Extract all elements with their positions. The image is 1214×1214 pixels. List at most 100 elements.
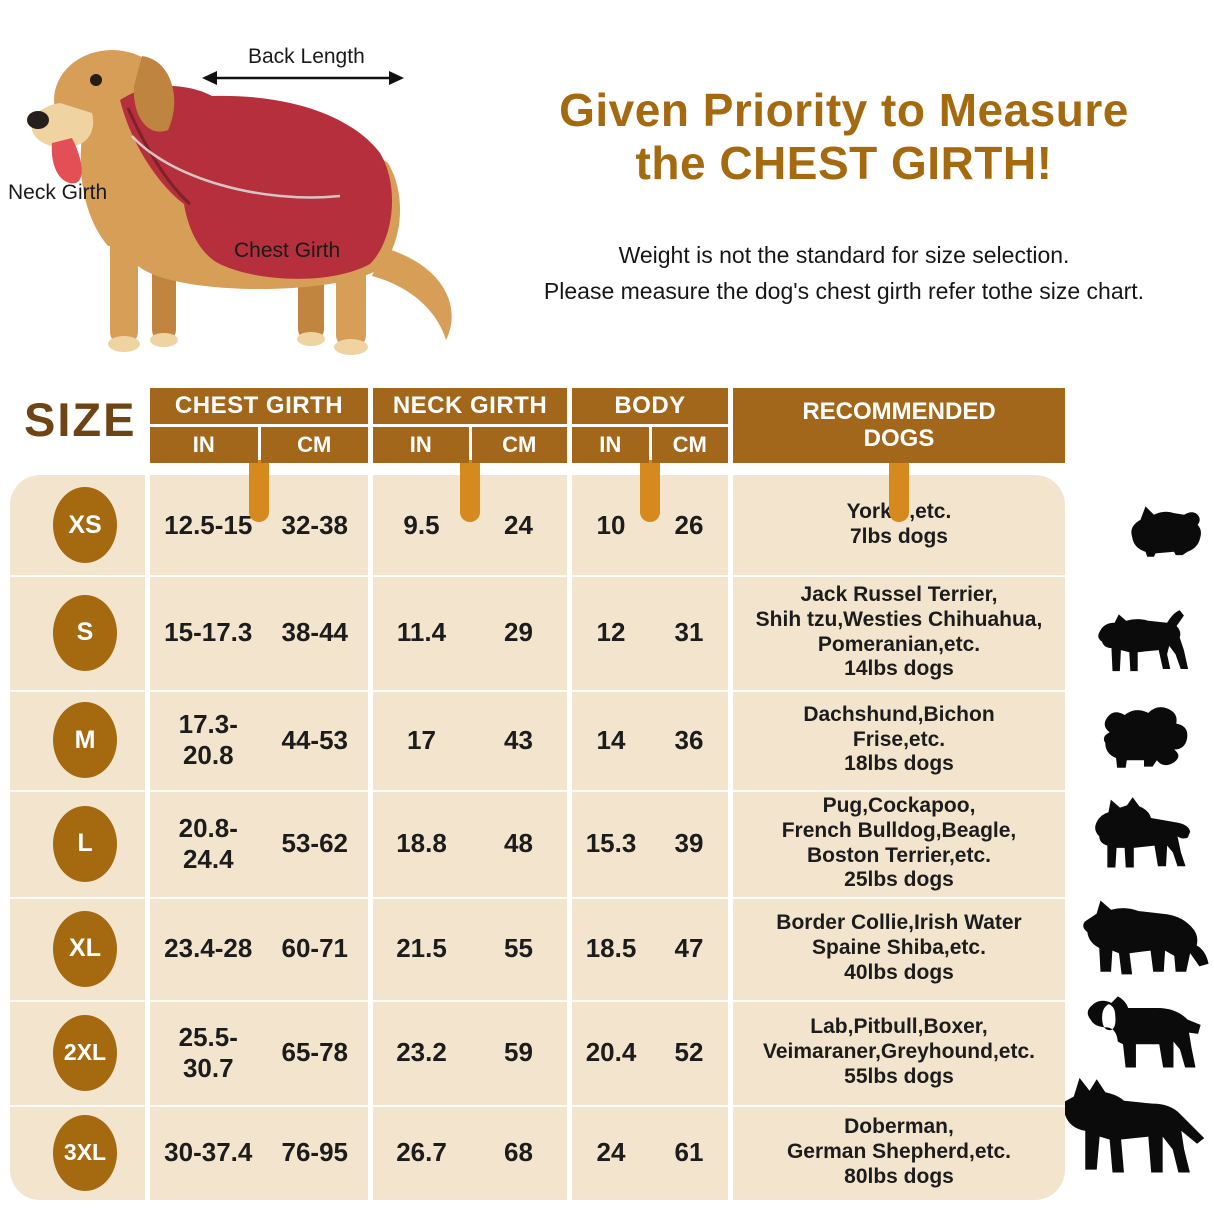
recommended-dogs-header: RECOMMENDED DOGS xyxy=(733,388,1065,463)
connector-chest xyxy=(249,460,269,522)
dog-silhouette-border-collie-icon xyxy=(1083,900,1209,975)
size-badge-2xl: 2XL xyxy=(53,1014,117,1091)
chest-cm-value: 60-71 xyxy=(281,933,349,963)
dog-silhouette-bichon-frise-icon xyxy=(1103,707,1188,768)
table-row-l-body: 15.3 39 xyxy=(567,790,728,897)
size-badge-l: L xyxy=(53,805,117,882)
chest-in-value: 15-17.3 xyxy=(164,617,253,647)
table-row-2xl-neck: 23.2 59 xyxy=(368,1000,567,1105)
neck-cm-header: CM xyxy=(471,427,567,463)
table-row-s-neck: 11.4 29 xyxy=(368,575,567,690)
connector-neck xyxy=(460,460,480,522)
body-cm-header: CM xyxy=(651,427,728,463)
back-length-arrow xyxy=(202,71,404,85)
body-cm-value: 26 xyxy=(674,509,704,540)
body-in-value: 20.4 xyxy=(585,1037,637,1067)
neck-cm-value: 24 xyxy=(504,509,533,540)
chest-cm-value: 76-95 xyxy=(281,1137,349,1167)
table-row-3xl-neck: 26.7 68 xyxy=(368,1105,567,1200)
table-row-m-size: M xyxy=(10,690,150,790)
body-in-value: 24 xyxy=(596,1137,626,1167)
chest-cm-value: 44-53 xyxy=(281,724,349,755)
body-cm-value: 61 xyxy=(674,1137,704,1167)
body-cm-value: 36 xyxy=(674,724,704,755)
table-row-2xl-chest: 25.5-30.7 65-78 xyxy=(150,1000,368,1105)
row-separator xyxy=(10,575,1065,577)
body-header-group: BODY IN CM xyxy=(572,388,728,463)
chest-cm-header: CM xyxy=(260,427,368,463)
row-separator xyxy=(10,690,1065,692)
table-row-s-dogs: Jack Russel Terrier, Shih tzu,Westies Ch… xyxy=(755,582,1043,681)
dog-silhouette-spaniel-icon xyxy=(1087,996,1201,1068)
body-in-value: 10 xyxy=(596,509,626,540)
chest-girth-header-group: CHEST GIRTH IN CM xyxy=(150,388,368,463)
body-cm-value: 39 xyxy=(674,828,704,858)
table-row-xs-neck: 9.5 24 xyxy=(368,475,567,575)
table-row-xl-body: 18.5 47 xyxy=(567,897,728,1000)
neck-in-value: 17 xyxy=(407,724,436,755)
size-badge-xs: XS xyxy=(53,487,117,563)
page-title-line2: the CHEST GIRTH! xyxy=(635,137,1053,190)
table-row-xl-neck: 21.5 55 xyxy=(368,897,567,1000)
body-cm-value: 47 xyxy=(674,933,704,963)
table-row-s-body: 12 31 xyxy=(567,575,728,690)
table-row-s-size: S xyxy=(10,575,150,690)
chest-cm-value: 65-78 xyxy=(281,1037,349,1067)
page-subtitle-line1: Weight is not the standard for size sele… xyxy=(618,242,1070,268)
table-row-s-chest: 15-17.3 38-44 xyxy=(150,575,368,690)
table-row-3xl-size: 3XL xyxy=(10,1105,150,1200)
table-row-3xl-chest: 30-37.4 76-95 xyxy=(150,1105,368,1200)
table-row-l-size: L xyxy=(10,790,150,897)
table-row-m-chest: 17.3-20.8 44-53 xyxy=(150,690,368,790)
neck-girth-header-group: NECK GIRTH IN CM xyxy=(373,388,567,463)
size-badge-3xl: 3XL xyxy=(53,1114,117,1191)
neck-in-value: 26.7 xyxy=(396,1137,447,1167)
chest-cm-value: 38-44 xyxy=(281,617,349,647)
page-subtitle-line2: Please measure the dog's chest girth ref… xyxy=(543,277,1145,304)
neck-in-value: 11.4 xyxy=(396,617,447,647)
body-in-value: 15.3 xyxy=(585,828,637,858)
neck-cm-value: 29 xyxy=(504,617,533,647)
neck-cm-value: 43 xyxy=(504,724,533,755)
table-row-2xl-dogs: Lab,Pitbull,Boxer, Veimaraner,Greyhound,… xyxy=(763,1015,1035,1088)
chest-in-value: 23.4-28 xyxy=(164,933,253,963)
column-separator xyxy=(567,475,572,1200)
body-cm-value: 52 xyxy=(674,1037,704,1067)
chest-cm-value: 53-62 xyxy=(281,828,349,858)
neck-in-value: 9.5 xyxy=(403,509,440,540)
row-separator xyxy=(10,897,1065,899)
size-badge-xl: XL xyxy=(53,910,117,987)
neck-cm-value: 55 xyxy=(504,933,533,963)
page-subtitle: Weight is not the standard for size sele… xyxy=(468,238,1214,309)
column-separator xyxy=(728,475,733,1200)
chest-in-value: 12.5-15 xyxy=(164,509,253,540)
body-in-value: 18.5 xyxy=(585,933,637,963)
dog-silhouette-jack-russell-icon xyxy=(1098,610,1189,672)
back-length-label: Back Length xyxy=(248,45,365,68)
dog-silhouette-yorkie-icon xyxy=(1131,506,1201,557)
table-row-m-body: 14 36 xyxy=(567,690,728,790)
neck-cm-value: 48 xyxy=(504,828,533,858)
table-row-xs-body: 10 26 xyxy=(567,475,728,575)
size-badge-m: M xyxy=(53,702,117,778)
table-row-l-dogs: Pug,Cockapoo, French Bulldog,Beagle, Bos… xyxy=(781,793,1017,892)
neck-cm-value: 68 xyxy=(504,1137,533,1167)
chest-in-value: 25.5-30.7 xyxy=(178,1021,238,1083)
table-row-l-chest: 20.8-24.4 53-62 xyxy=(150,790,368,897)
body-in-value: 12 xyxy=(596,617,626,647)
table-row-xl-dogs: Border Collie,Irish Water Spaine Shiba,e… xyxy=(776,911,1022,984)
page-title-line1: Given Priority to Measure xyxy=(559,84,1129,136)
neck-girth-header: NECK GIRTH xyxy=(373,388,567,424)
size-badge-s: S xyxy=(53,594,117,671)
table-row-m-neck: 17 43 xyxy=(368,690,567,790)
table-row-2xl-size: 2XL xyxy=(10,1000,150,1105)
size-column-title: SIZE xyxy=(24,393,137,446)
product-photo-dog-in-red-jacket xyxy=(27,50,452,355)
neck-girth-label: Neck Girth xyxy=(8,181,108,204)
table-row-m-dogs: Dachshund,Bichon Frise,etc. 18lbs dogs xyxy=(803,702,995,776)
column-separator xyxy=(368,475,373,1200)
neck-cm-value: 59 xyxy=(504,1037,533,1067)
dog-silhouette-doberman-icon xyxy=(1060,1077,1205,1173)
